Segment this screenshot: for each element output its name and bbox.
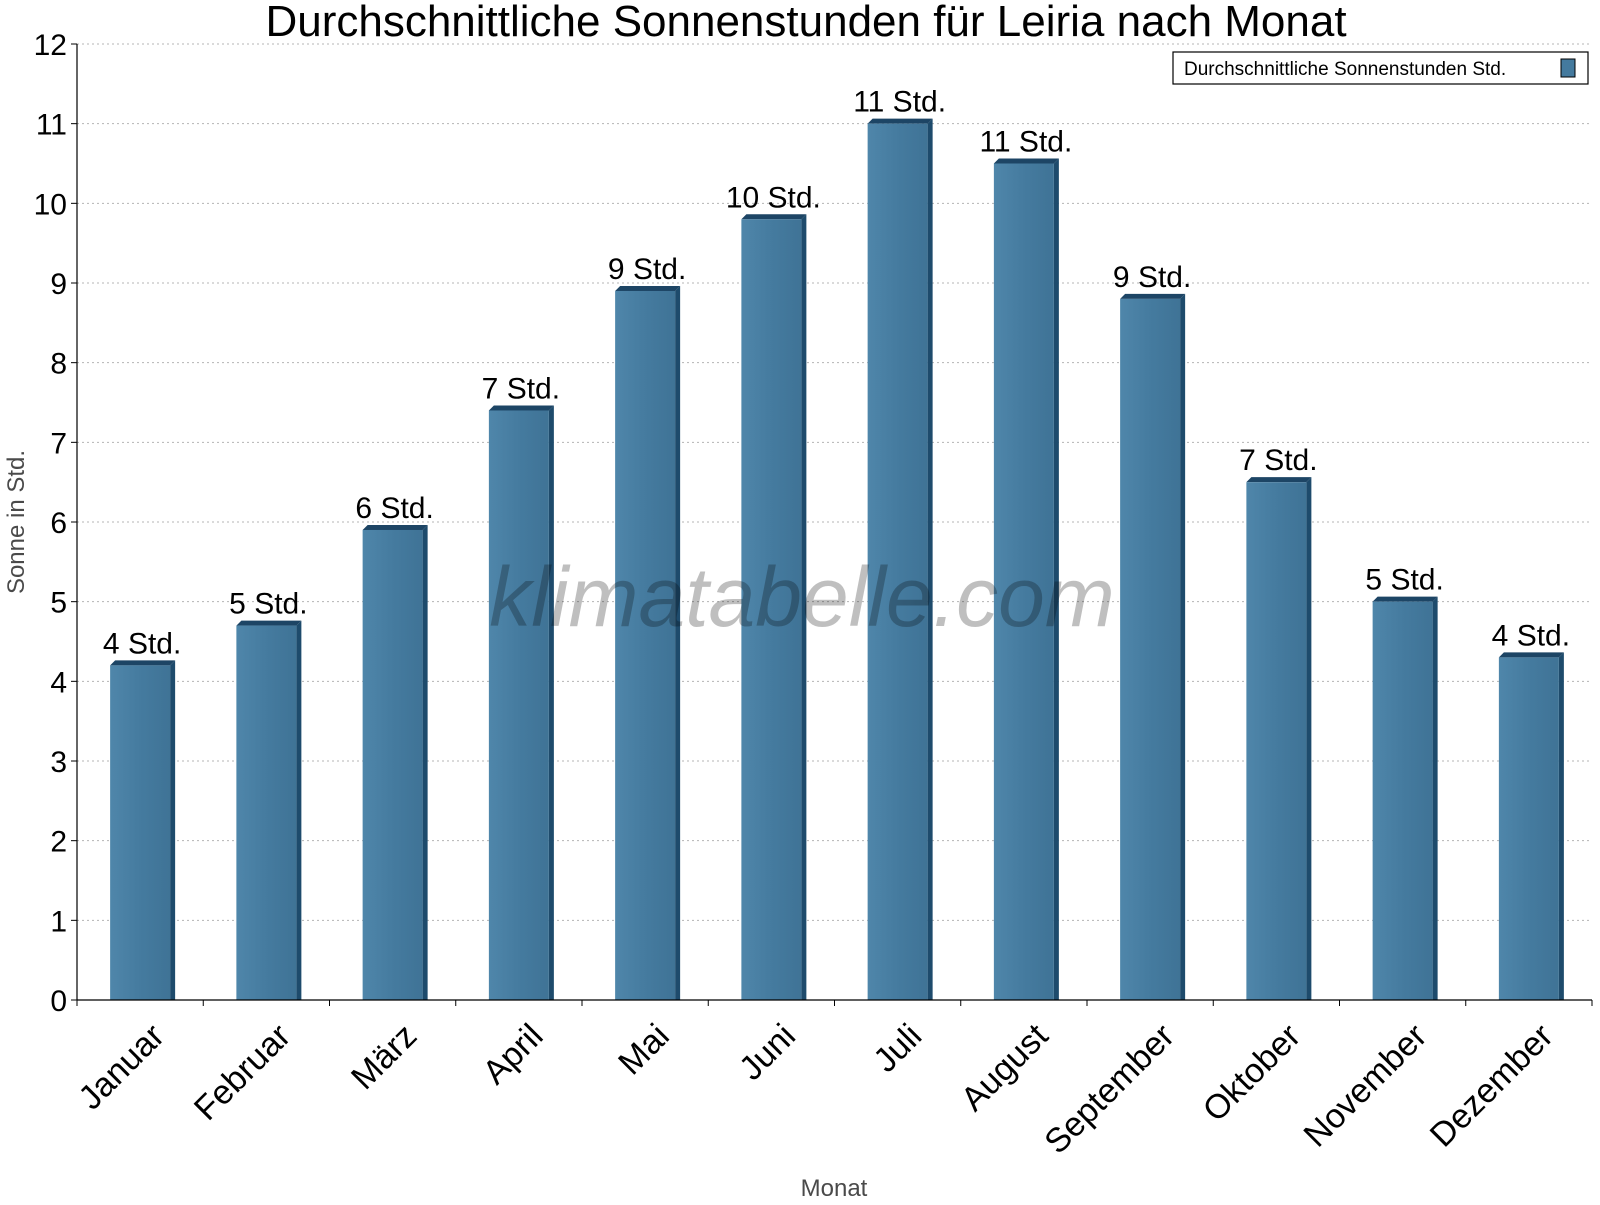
legend-entry-label: Durchschnittliche Sonnenstunden Std. (1184, 59, 1506, 80)
chart-title: Durchschnittliche Sonnenstunden für Leir… (265, 0, 1346, 46)
bar-top (110, 660, 176, 666)
legend: Durchschnittliche Sonnenstunden Std. (1172, 51, 1589, 85)
data-label: 11 Std. (853, 86, 946, 119)
bar-front (1498, 657, 1559, 1000)
x-tick-label: November (1297, 1017, 1435, 1155)
y-tick-label: 4 (50, 666, 67, 699)
bar-side (1053, 158, 1059, 1000)
x-tick-label: Dezember (1423, 1017, 1561, 1155)
bar-top (867, 118, 933, 124)
bar-top (362, 524, 428, 530)
data-label: 5 Std. (1365, 564, 1443, 597)
bar-januar (110, 660, 176, 1000)
bar-juli (867, 118, 933, 1000)
bar-side (548, 405, 554, 1000)
bar-mai (615, 285, 681, 1000)
bar-side (1432, 596, 1438, 1000)
bar-top (741, 214, 807, 220)
y-tick-label: 6 (50, 507, 67, 540)
legend-swatch (1560, 58, 1576, 78)
x-tick-label: September (1037, 1017, 1181, 1161)
bar-side (1306, 477, 1312, 1001)
data-label: 7 Std. (482, 372, 560, 405)
bar-dezember (1498, 652, 1564, 1000)
y-tick-label: 12 (34, 29, 67, 62)
bar-august (993, 158, 1059, 1000)
watermark: klimatabelle.com (489, 550, 1115, 644)
bar-september (1120, 293, 1186, 1000)
x-tick-label: Januar (71, 1017, 171, 1117)
x-tick-label: April (476, 1017, 551, 1092)
bar-front (488, 410, 549, 1000)
bar-top (993, 158, 1059, 164)
bar-front (1120, 298, 1181, 1000)
bar-front (236, 625, 297, 1000)
bar-front (1372, 601, 1433, 1000)
data-label: 7 Std. (1239, 444, 1317, 477)
x-tick-label: Juli (866, 1017, 929, 1080)
bar-front (110, 665, 171, 1000)
x-tick-label: August (954, 1016, 1056, 1118)
bar-top (488, 405, 554, 411)
bar-front (362, 529, 423, 1000)
y-tick-label: 10 (34, 188, 67, 221)
gridlines (77, 43, 1592, 921)
bar-top (1372, 596, 1438, 602)
bar-april (488, 405, 554, 1000)
bar-front (867, 123, 928, 1000)
bar-side (422, 524, 428, 1000)
x-axis-title: Monat (801, 1175, 868, 1200)
y-tick-label: 11 (36, 109, 67, 142)
bar-top (1498, 652, 1564, 658)
y-tick-label: 2 (50, 826, 67, 859)
bar-side (170, 660, 176, 1000)
x-tick-label: März (344, 1017, 424, 1097)
bars (110, 118, 1564, 1001)
bar-front (1246, 482, 1307, 1001)
x-tick-label: Februar (187, 1017, 298, 1128)
y-tick-label: 5 (50, 587, 67, 620)
y-tick-label: 7 (50, 427, 67, 460)
bar-front (741, 219, 802, 1000)
y-tick-label: 0 (50, 985, 67, 1018)
bar-top (236, 620, 302, 626)
legend-box (1172, 51, 1589, 85)
y-axis-title: Sonne in Std. (3, 450, 30, 594)
data-label: 6 Std. (355, 492, 433, 525)
bar-side (675, 285, 681, 1000)
data-label: 4 Std. (1492, 619, 1570, 652)
y-tick-label: 8 (50, 348, 67, 381)
bar-front (615, 290, 676, 1000)
bar-front (993, 163, 1054, 1000)
data-label: 4 Std. (103, 627, 181, 660)
y-tick-label: 1 (50, 905, 67, 938)
data-label: 5 Std. (229, 588, 307, 621)
bar-top (615, 285, 681, 291)
bar-side (927, 118, 933, 1000)
bar-side (1180, 293, 1186, 1000)
bar-märz (362, 524, 428, 1000)
x-tick-label: Oktober (1196, 1017, 1308, 1129)
data-label: 9 Std. (1113, 261, 1191, 294)
bar-top (1120, 293, 1186, 299)
x-tick-label: Mai (611, 1017, 677, 1083)
bar-februar (236, 620, 302, 1000)
bar-oktober (1246, 477, 1312, 1001)
y-tick-label: 3 (50, 746, 67, 779)
y-tick-label: 9 (50, 268, 67, 301)
bar-side (1558, 652, 1564, 1000)
data-labels: 4 Std. 5 Std. 6 Std. 7 Std. 9 Std. 10 Std. 11 … (103, 86, 1570, 661)
bar-top (1246, 477, 1312, 483)
x-tick-label: Juni (732, 1017, 803, 1088)
bar-side (296, 620, 302, 1000)
data-label: 11 Std. (979, 126, 1072, 159)
data-label: 10 Std. (726, 181, 821, 214)
bar-november (1372, 596, 1438, 1000)
bar-side (801, 214, 807, 1000)
data-label: 9 Std. (608, 253, 686, 286)
bar-juni (741, 214, 807, 1000)
